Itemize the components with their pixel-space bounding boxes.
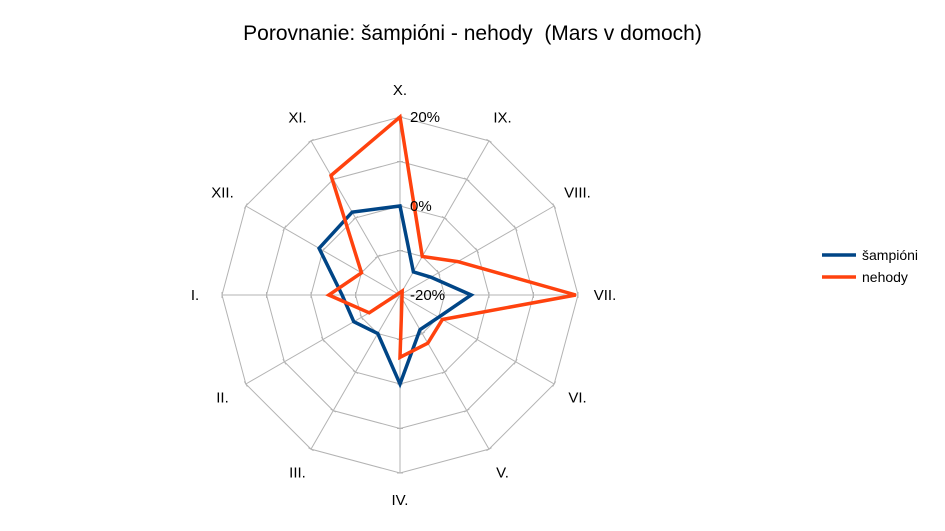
- grid-tick: [513, 225, 518, 232]
- category-label: II.: [216, 390, 229, 407]
- category-label: VII.: [594, 287, 617, 304]
- category-label: V.: [496, 465, 509, 482]
- radar-series: [317, 113, 577, 389]
- grid-tick: [475, 247, 480, 254]
- grid-tick: [243, 381, 248, 387]
- category-label: VIII.: [564, 185, 591, 202]
- category-label: I.: [191, 287, 199, 304]
- legend-label-2: nehody: [862, 269, 908, 285]
- grid-tick: [320, 336, 325, 343]
- legend: šampióni nehody: [822, 247, 918, 285]
- grid-tick: [441, 215, 448, 220]
- grid-tick: [463, 177, 470, 182]
- category-label: XI.: [288, 110, 306, 127]
- legend-label-1: šampióni: [862, 247, 918, 263]
- series-line-2: [325, 113, 577, 361]
- grid-tick: [441, 370, 448, 375]
- grid-tick: [486, 138, 492, 143]
- grid-tick: [552, 381, 557, 387]
- radial-tick-label: 20%: [410, 109, 440, 126]
- grid-tick: [419, 331, 426, 336]
- radar-grid: [221, 116, 579, 474]
- category-label: X.: [393, 82, 407, 99]
- radial-tick-label: -20%: [410, 287, 445, 304]
- radial-tick-label: 0%: [410, 198, 432, 215]
- grid-tick: [436, 269, 441, 276]
- grid-tick: [308, 138, 314, 143]
- grid-tick: [330, 408, 337, 413]
- grid-tick: [486, 447, 492, 452]
- category-label: VI.: [568, 390, 586, 407]
- category-label: III.: [289, 465, 306, 482]
- grid-tick: [463, 408, 470, 413]
- series-line-1: [317, 204, 475, 389]
- grid-tick: [359, 314, 364, 321]
- grid-tick: [374, 254, 381, 259]
- grid-tick: [282, 358, 287, 365]
- grid-tick: [308, 447, 314, 452]
- category-label: XII.: [211, 185, 234, 202]
- grid-tick: [243, 203, 248, 209]
- grid-tick: [513, 358, 518, 365]
- grid-tick: [552, 203, 557, 209]
- grid-tick: [475, 336, 480, 343]
- grid-tick: [352, 370, 359, 375]
- category-label: IX.: [493, 110, 511, 127]
- category-label: IV.: [392, 492, 409, 509]
- grid-tick: [282, 225, 287, 232]
- radar-labels: X. IX. VIII. VII. VI. V. IV. III. II. I. XII. XI. -2…: [191, 82, 616, 509]
- grid-tick: [352, 215, 359, 220]
- chart-title: Porovnanie: šampióni - nehody (Mars v do…: [243, 22, 702, 45]
